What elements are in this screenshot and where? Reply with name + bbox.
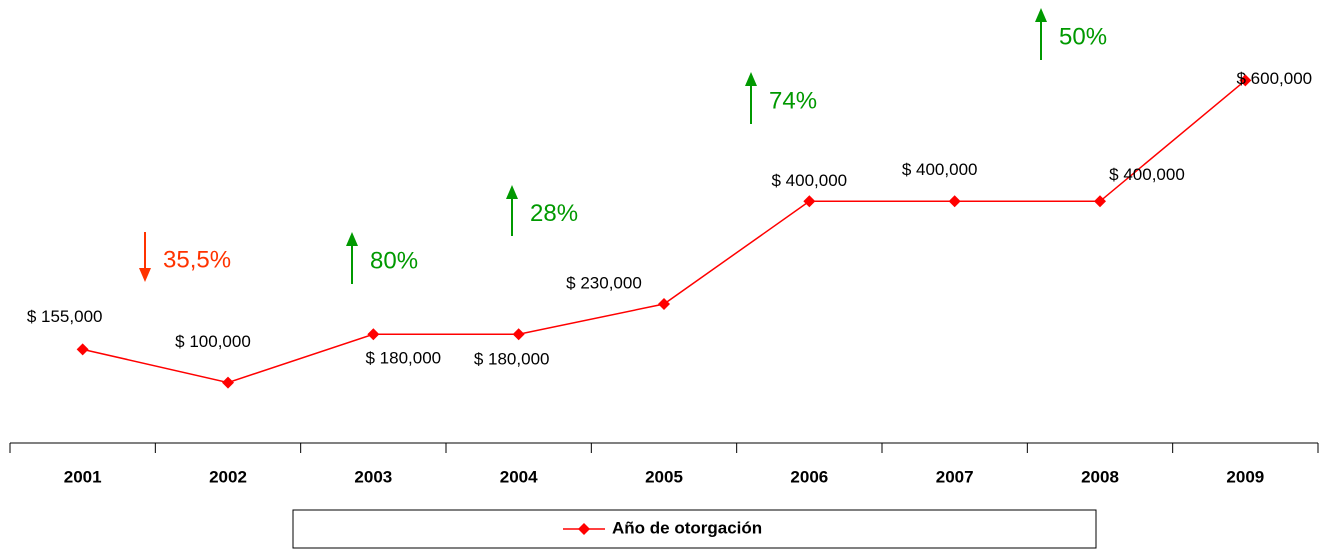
point xyxy=(367,328,380,341)
data-label: $ 180,000 xyxy=(474,350,550,369)
x-tick-label: 2005 xyxy=(645,467,683,486)
annotation-arrowhead xyxy=(745,72,757,86)
annotation-arrowhead xyxy=(346,232,358,246)
point xyxy=(76,343,89,356)
point xyxy=(222,376,234,389)
point xyxy=(803,195,816,208)
x-tick-label: 2004 xyxy=(500,467,538,486)
x-tick-label: 2008 xyxy=(1081,467,1119,486)
data-label: $ 400,000 xyxy=(1109,165,1185,184)
data-label: $ 400,000 xyxy=(772,171,848,190)
legend-marker xyxy=(578,523,590,535)
data-label: $ 400,000 xyxy=(902,160,978,179)
point xyxy=(658,298,670,311)
data-label: $ 180,000 xyxy=(366,349,442,368)
annotation-text: 28% xyxy=(530,200,578,227)
legend-box xyxy=(292,509,1097,549)
x-tick-label: 2002 xyxy=(209,467,247,486)
x-tick-label: 2009 xyxy=(1226,467,1264,486)
data-label: $ 230,000 xyxy=(566,273,642,292)
x-tick-label: 2007 xyxy=(936,467,974,486)
point xyxy=(948,195,961,208)
x-tick-label: 2001 xyxy=(64,467,102,486)
x-tick-label: 2006 xyxy=(790,467,828,486)
data-label: $ 600,000 xyxy=(1237,69,1313,88)
annotation-text: 74% xyxy=(769,87,817,114)
annotation-arrowhead xyxy=(139,268,151,282)
annotation-arrowhead xyxy=(506,185,518,199)
annotation-arrowhead xyxy=(1035,8,1047,22)
point xyxy=(512,328,525,341)
x-tick-label: 2003 xyxy=(354,467,392,486)
series-line xyxy=(82,79,1246,384)
annotation-text: 50% xyxy=(1059,23,1107,50)
point xyxy=(1094,195,1106,208)
data-label: $ 100,000 xyxy=(175,332,251,351)
data-label: $ 155,000 xyxy=(27,307,103,326)
legend-label: Año de otorgación xyxy=(612,518,762,537)
annotation-text: 35,5% xyxy=(163,246,231,273)
annotation-text: 80% xyxy=(370,247,418,274)
point xyxy=(1239,74,1252,87)
